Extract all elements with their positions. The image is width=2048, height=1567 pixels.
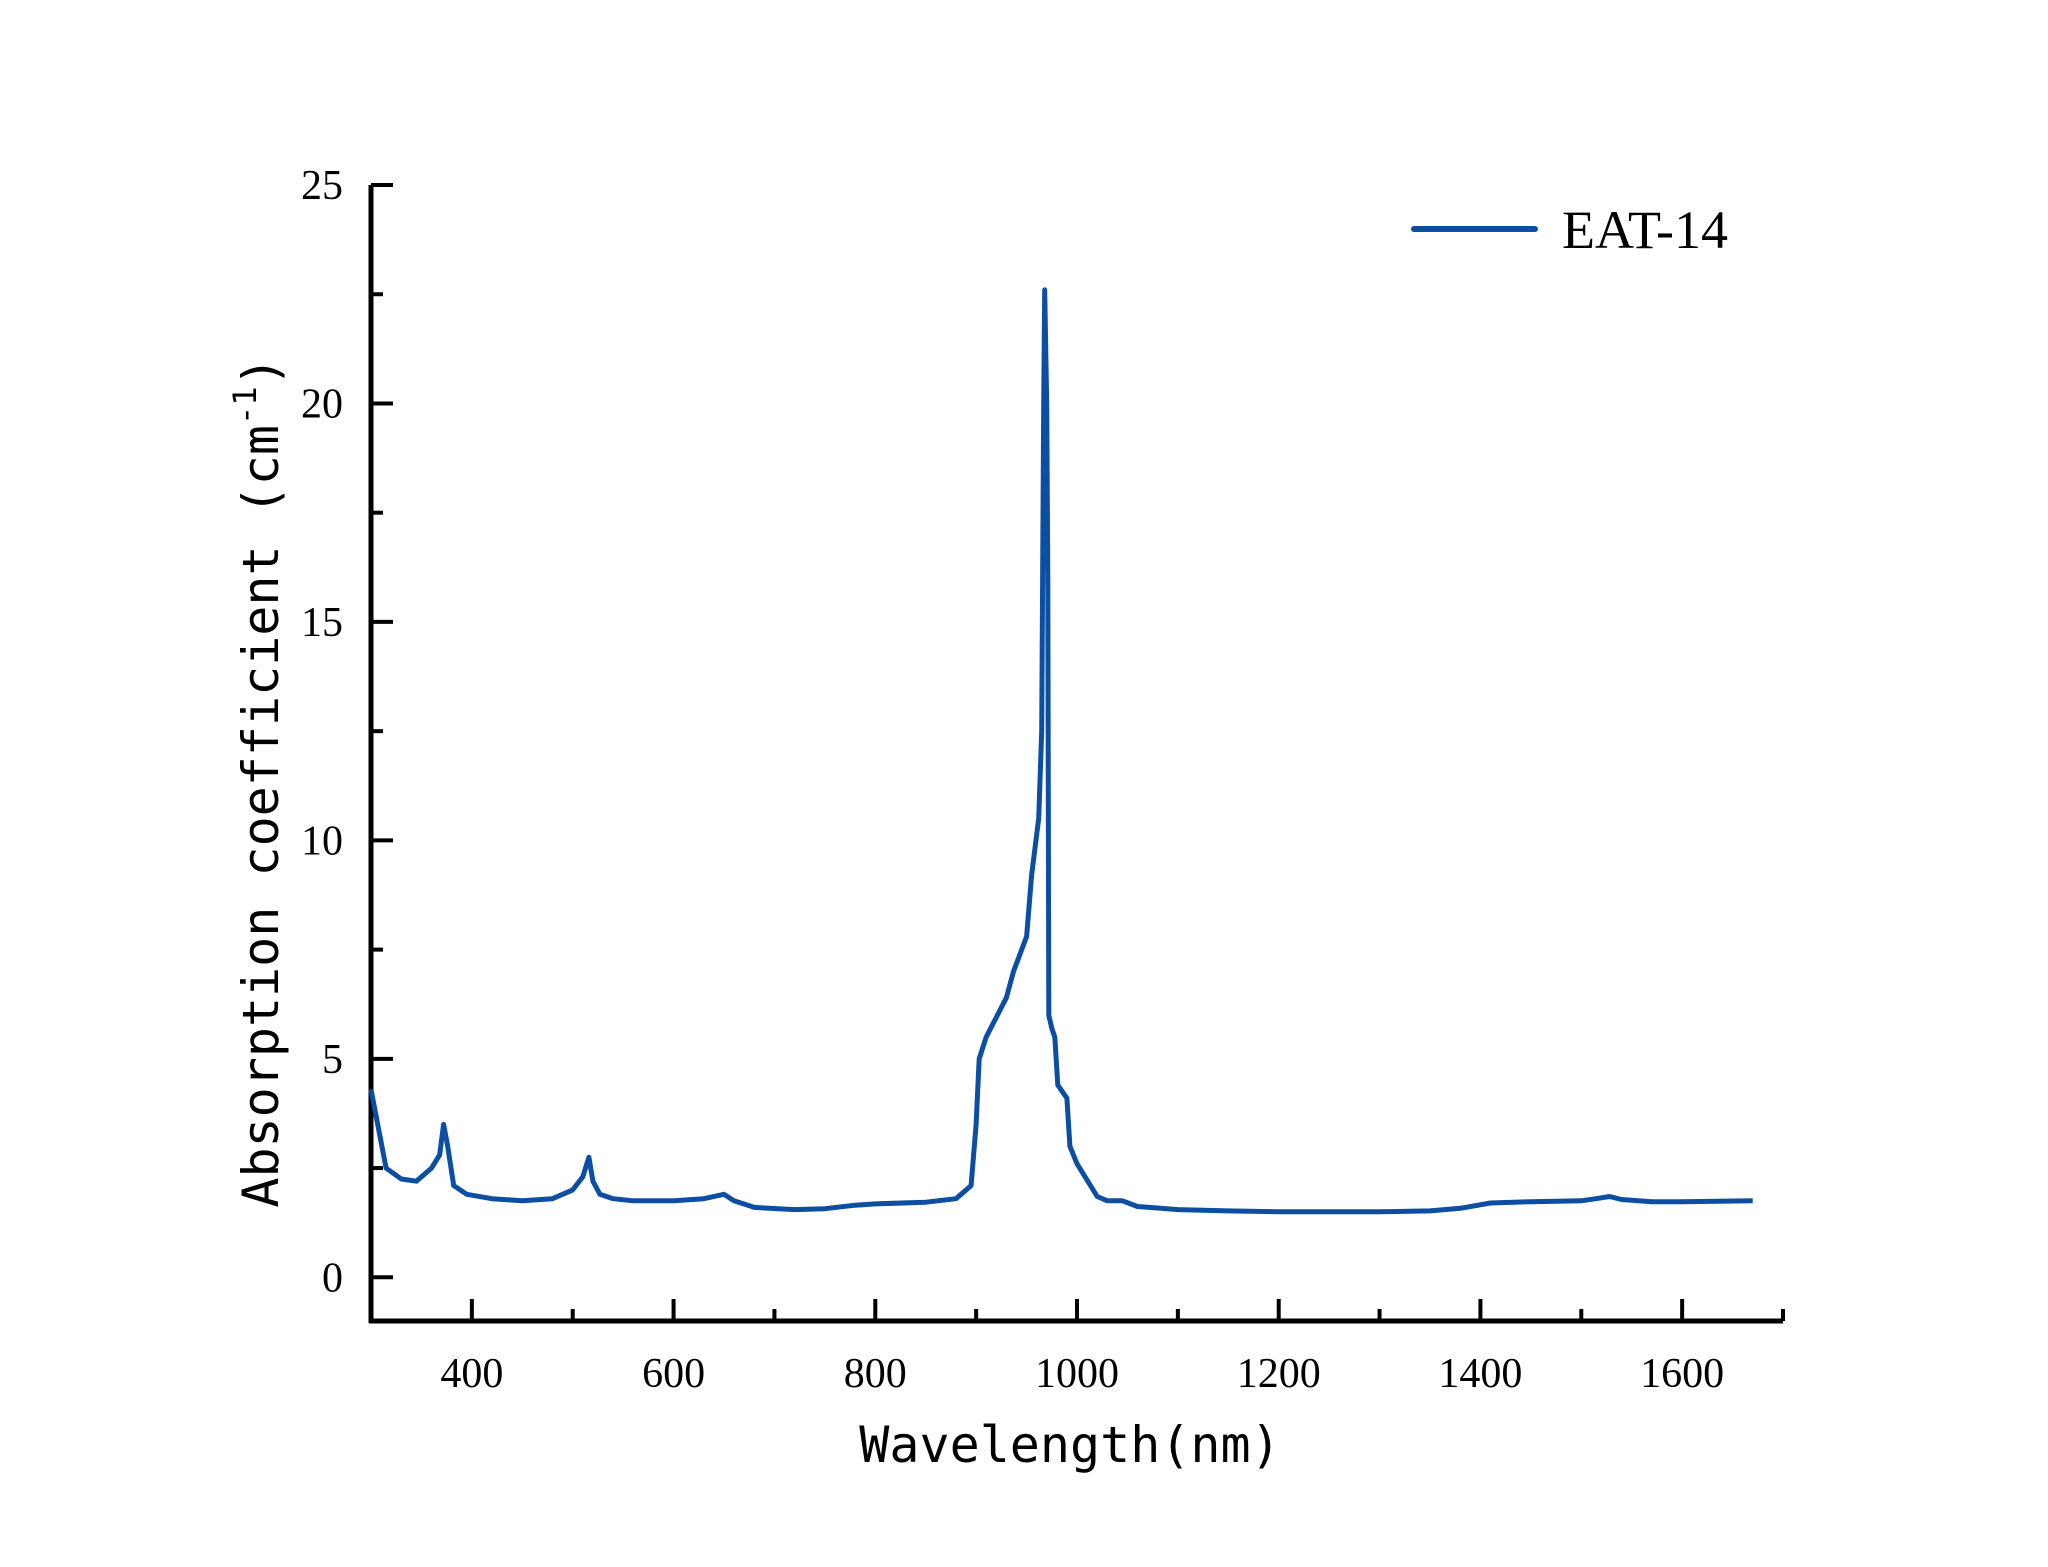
axes bbox=[368, 183, 1785, 1324]
x-tick-label: 800 bbox=[844, 1351, 907, 1397]
x-tick-label: 1000 bbox=[1035, 1351, 1119, 1397]
y-tick-label: 20 bbox=[301, 381, 343, 427]
legend-label: EAT-14 bbox=[1562, 200, 1728, 260]
y-tick-label: 25 bbox=[301, 163, 343, 209]
x-tick-label: 1600 bbox=[1640, 1351, 1724, 1397]
x-tick-label: 1200 bbox=[1237, 1351, 1321, 1397]
y-tick-label: 5 bbox=[322, 1037, 343, 1083]
x-axis-label: Wavelength(nm) bbox=[859, 1416, 1280, 1474]
y-tick-label: 10 bbox=[301, 818, 343, 864]
x-tick-label: 1400 bbox=[1438, 1351, 1522, 1397]
y-axis-label: Absorption coefficient (cm-1) bbox=[226, 356, 290, 1207]
y-tick-label: 15 bbox=[301, 600, 343, 646]
tick-labels: 0 5 10 15 20 25 400 600 800 1000 1200 1400 1600 bbox=[301, 163, 1724, 1397]
x-tick-label: 400 bbox=[440, 1351, 503, 1397]
y-axis-label-group: Absorption coefficient (cm-1) bbox=[226, 356, 290, 1207]
y-tick-label: 0 bbox=[322, 1255, 343, 1301]
x-tick-label: 600 bbox=[642, 1351, 705, 1397]
series-line-eat-14 bbox=[368, 287, 1753, 1215]
